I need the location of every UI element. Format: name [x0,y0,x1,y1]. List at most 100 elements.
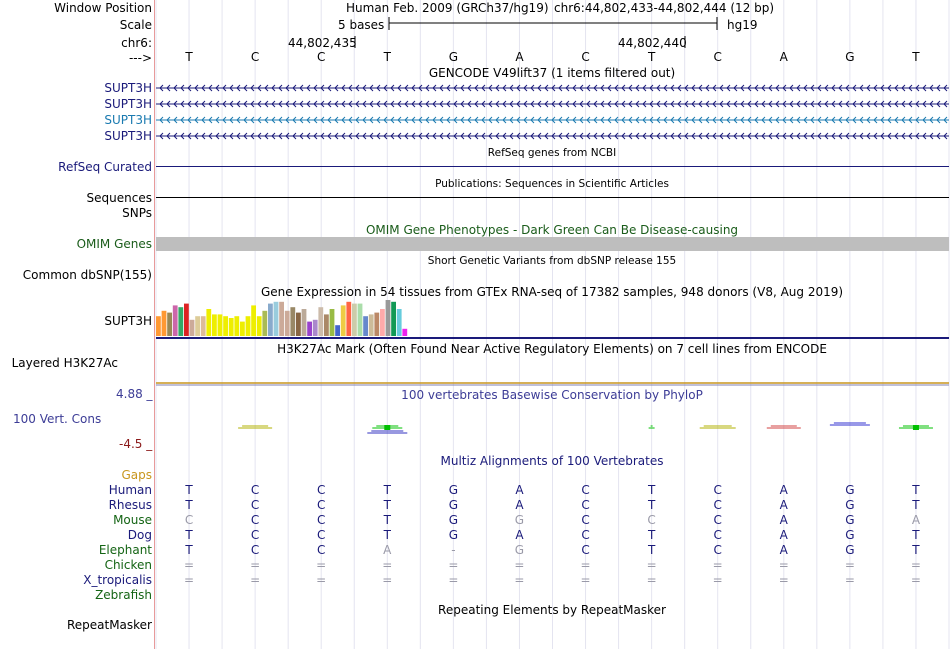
aligned-base: G [448,528,459,542]
gtex-bar [234,316,240,336]
sequences-label[interactable]: Sequences [86,191,152,205]
gtex-bar [228,318,234,336]
aligned-base: A [779,483,788,497]
publications-track-title: Publications: Sequences in Scientific Ar… [435,178,669,190]
aligned-base: G [845,528,855,542]
repeatmasker-track-title: Repeating Elements by RepeatMasker [438,603,666,617]
gtex-bar [206,309,212,336]
species-label[interactable]: Chicken [104,558,152,572]
gtex-bar [262,310,268,336]
gtex-bar [324,314,329,336]
aligned-base: T [383,513,391,527]
strand-label: ---> [128,51,152,65]
base-8: C [713,50,722,64]
aligned-base: C [713,483,722,497]
gtex-gene-label[interactable]: SUPT3H [104,314,152,328]
base-2: C [317,50,326,64]
aligned-base: T [912,483,920,497]
aligned-base: T [912,498,920,512]
base-10: G [845,50,855,64]
aligned-base: A [911,513,921,527]
aligned-base: C [317,498,326,512]
species-label[interactable]: Elephant [98,543,152,557]
gtex-bar [318,307,324,336]
gtex-bar [307,321,312,336]
aligned-base: C [250,528,260,542]
gene-row-label[interactable]: SUPT3H [104,81,152,95]
aligned-base: = [910,558,921,572]
aligned-base: T [912,528,920,542]
base-5: A [515,50,524,64]
gene-row-label[interactable]: SUPT3H [104,97,152,111]
position-readout: chr6:44,802,433-44,802,444 (12 bp) [554,1,775,15]
multiz-track-title: Multiz Alignments of 100 Vertebrates [440,454,664,468]
aligned-base: T [185,528,193,542]
aligned-base: = [778,558,789,572]
gaps-label[interactable]: Gaps [121,468,152,482]
aligned-base: T [383,483,391,497]
species-label[interactable]: Mouse [113,513,152,527]
gene-strand-arrows [159,132,948,140]
gtex-bar [256,316,262,336]
species-label[interactable]: Human [108,483,152,497]
gtex-bar [251,305,256,336]
gencode-track-title: GENCODE V49lift37 (1 items filtered out) [428,66,676,80]
species-label[interactable]: Dog [127,528,152,542]
gtex-bar [189,319,195,336]
aligned-base: A [383,543,392,557]
phylop-label[interactable]: 100 Vert. Cons [13,412,102,426]
gtex-bar [178,307,184,336]
aligned-base: G [514,543,525,557]
species-label[interactable]: Zebrafish [95,588,152,602]
repeatmasker-label[interactable]: RepeatMasker [66,618,152,632]
phylop-track-title: 100 vertebrates Basewise Conservation by… [401,388,703,402]
base-1: C [250,50,260,64]
dbsnp-label[interactable]: Common dbSNP(155) [22,268,152,282]
gtex-bar [161,310,167,336]
aligned-base: C [317,528,326,542]
aligned-base: G [448,498,459,512]
gtex-bar [374,312,380,336]
species-label[interactable]: Rhesus [108,498,152,512]
aligned-base: A [515,483,524,497]
aligned-base: = [712,558,723,572]
refseq-label[interactable]: RefSeq Curated [58,160,152,174]
omim-track-title: OMIM Gene Phenotypes - Dark Green Can Be… [365,223,739,237]
h3k27ac-label[interactable]: Layered H3K27Ac [11,356,118,370]
aligned-base: = [778,573,789,587]
aligned-base: = [844,573,855,587]
omim-label[interactable]: OMIM Genes [76,237,152,251]
aligned-base: = [250,558,261,572]
gene-strand-arrows [159,100,948,108]
gtex-bar [402,328,408,336]
gtex-bar [217,314,223,336]
gtex-bar [279,301,284,336]
refseq-track-title: RefSeq genes from NCBI [487,147,617,159]
aligned-base: C [647,513,656,527]
aligned-base: = [646,558,657,572]
aligned-base: G [845,498,855,512]
aligned-base: A [779,498,788,512]
gtex-track-title: Gene Expression in 54 tissues from GTEx … [260,285,844,299]
aligned-base: C [317,513,326,527]
dbsnp-track-title: Short Genetic Variants from dbSNP releas… [427,255,677,267]
gene-row-label[interactable]: SUPT3H [104,113,152,127]
snps-label[interactable]: SNPs [122,206,152,220]
base-4: G [448,50,459,64]
base-11: T [912,50,920,64]
gtex-bar [340,305,346,336]
gtex-bar [368,314,374,336]
aligned-base: = [580,573,591,587]
gtex-bar [329,309,335,336]
aligned-base: = [448,573,459,587]
base-7: T [647,50,656,64]
aligned-base: T [647,543,656,557]
scale-label: Scale [119,18,152,32]
aligned-base: A [515,528,524,542]
gene-row-label[interactable]: SUPT3H [104,129,152,143]
species-label[interactable]: X_tropicalis [83,573,152,587]
aligned-base: = [646,573,657,587]
base-9: A [779,50,788,64]
